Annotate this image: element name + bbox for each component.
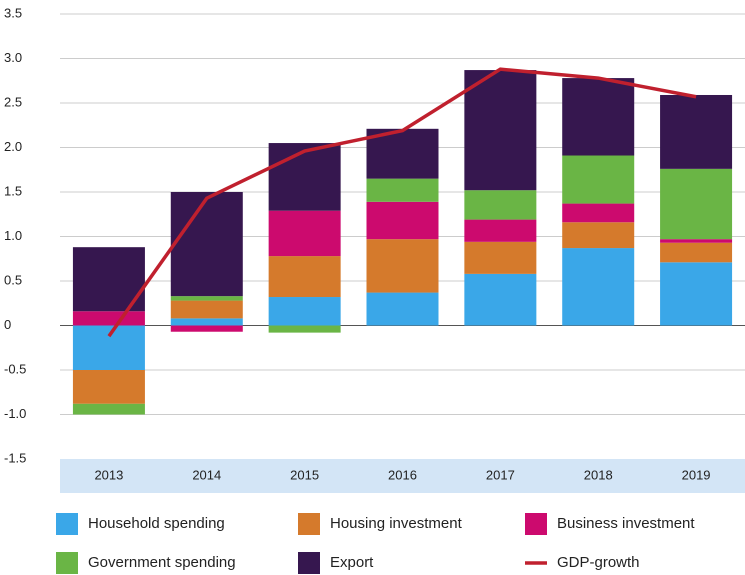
bar [366, 239, 439, 293]
bar [268, 210, 341, 257]
bar [170, 300, 243, 319]
bar [170, 318, 243, 326]
bar [562, 248, 635, 326]
bar [562, 155, 635, 204]
bar [464, 190, 537, 220]
legend-swatch [298, 513, 320, 535]
legend-label: GDP-growth [557, 554, 640, 571]
bar [660, 242, 733, 263]
y-tick-label: 3.5 [4, 5, 22, 20]
bar [72, 403, 145, 415]
bar [464, 70, 537, 191]
x-tick-label: 2017 [486, 467, 515, 482]
bar [562, 78, 635, 156]
legend-swatch [298, 552, 320, 574]
y-tick-label: -1.0 [4, 406, 26, 421]
y-tick-label: 0 [4, 317, 11, 332]
y-tick-label: 1.5 [4, 183, 22, 198]
legend-label: Household spending [88, 515, 225, 532]
y-tick-label: 2.5 [4, 94, 22, 109]
bar [170, 296, 243, 301]
bar [464, 241, 537, 274]
line [107, 67, 697, 338]
y-tick-label: 1.0 [4, 228, 22, 243]
bar [660, 239, 733, 243]
bar [366, 292, 439, 326]
y-tick-label: 0.5 [4, 272, 22, 287]
bar [170, 325, 243, 332]
legend-label: Export [330, 554, 374, 571]
bar [268, 143, 341, 211]
bar [170, 192, 243, 297]
bar [72, 311, 145, 326]
legend-swatch [56, 552, 78, 574]
x-tick-label: 2016 [388, 467, 417, 482]
bar [72, 370, 145, 404]
bar [562, 203, 635, 223]
y-tick-label: -1.5 [4, 450, 26, 465]
x-tick-label: 2015 [290, 467, 319, 482]
bar [660, 94, 733, 169]
bar [464, 273, 537, 326]
bar [366, 178, 439, 202]
legend-label: Government spending [88, 554, 236, 571]
legend-swatch [525, 513, 547, 535]
bar [72, 325, 145, 370]
bar [268, 325, 341, 333]
x-tick-label: 2019 [682, 467, 711, 482]
y-tick-label: 2.0 [4, 139, 22, 154]
bar [268, 297, 341, 326]
bar [366, 201, 439, 240]
x-axis-band [60, 459, 745, 493]
x-tick-label: 2018 [584, 467, 613, 482]
y-tick-label: -0.5 [4, 361, 26, 376]
x-tick-label: 2013 [94, 467, 123, 482]
bar [660, 262, 733, 326]
legend-label: Housing investment [330, 515, 463, 532]
bar [268, 256, 341, 298]
legend-swatch [56, 513, 78, 535]
bar [660, 168, 733, 240]
x-tick-label: 2014 [192, 467, 221, 482]
legend-label: Business investment [557, 515, 695, 532]
bar [464, 219, 537, 242]
y-tick-label: 3.0 [4, 50, 22, 65]
bar [562, 222, 635, 249]
